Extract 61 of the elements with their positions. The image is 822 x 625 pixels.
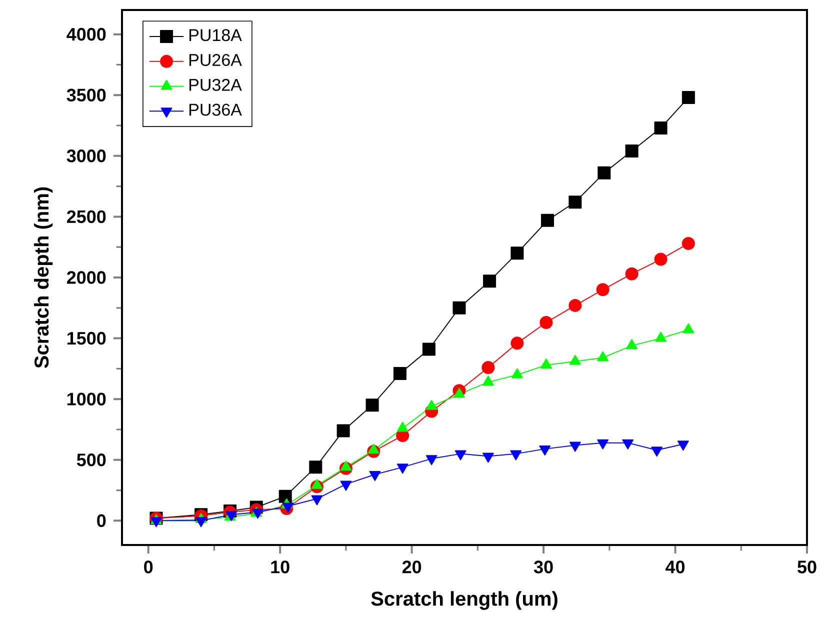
x-tick-label: 40 <box>666 560 685 574</box>
point <box>597 439 609 450</box>
legend-label: PU26A <box>189 54 242 66</box>
point <box>282 502 294 513</box>
point <box>651 446 663 457</box>
point <box>483 274 496 288</box>
point <box>426 455 438 466</box>
point <box>569 442 581 452</box>
point <box>568 196 582 209</box>
legend-label: PU36A <box>189 104 242 116</box>
point <box>336 424 350 438</box>
y-tick-label: 0 <box>97 514 106 528</box>
point <box>309 460 322 474</box>
y-tick-label: 2000 <box>66 271 106 284</box>
y-tick-label: 500 <box>76 454 106 466</box>
point <box>396 464 408 474</box>
point <box>654 121 668 134</box>
point <box>540 316 553 329</box>
point <box>654 252 668 266</box>
point <box>510 336 524 350</box>
point <box>682 91 695 104</box>
point <box>568 298 582 312</box>
point <box>598 166 611 180</box>
point <box>482 360 495 374</box>
x-tick-label: 30 <box>534 560 553 574</box>
point <box>150 517 162 528</box>
point <box>340 480 352 491</box>
point <box>510 246 524 260</box>
point <box>311 495 323 506</box>
point <box>540 214 554 227</box>
y-axis-title: Scratch depth (nm) <box>34 187 53 368</box>
point <box>482 452 494 463</box>
x-axis-title: Scratch length (um) <box>371 591 558 610</box>
x-tick-label: 50 <box>798 560 816 574</box>
point <box>625 267 638 280</box>
point <box>454 450 466 460</box>
point <box>422 342 436 356</box>
point <box>195 517 207 528</box>
point <box>510 450 522 460</box>
point <box>278 490 292 503</box>
point <box>622 439 634 450</box>
y-tick-label: 3000 <box>66 150 106 162</box>
point <box>625 144 638 158</box>
x-tick-label: 20 <box>402 560 422 574</box>
point <box>452 301 466 314</box>
y-tick-label: 2500 <box>66 210 106 224</box>
x-tick-label: 10 <box>271 560 290 574</box>
y-tick-label: 1000 <box>67 392 106 406</box>
x-tick-label: 0 <box>144 560 153 574</box>
point <box>366 398 379 412</box>
legend-label: PU32A <box>189 78 242 91</box>
point <box>539 445 551 456</box>
legend-label: PU18A <box>189 29 242 42</box>
point <box>369 470 381 481</box>
y-tick-label: 4000 <box>66 28 106 41</box>
y-tick-label: 1500 <box>67 332 106 345</box>
point <box>682 236 695 250</box>
point <box>677 440 689 451</box>
point <box>393 367 406 380</box>
y-tick-label: 3500 <box>66 88 106 102</box>
point <box>596 283 610 296</box>
